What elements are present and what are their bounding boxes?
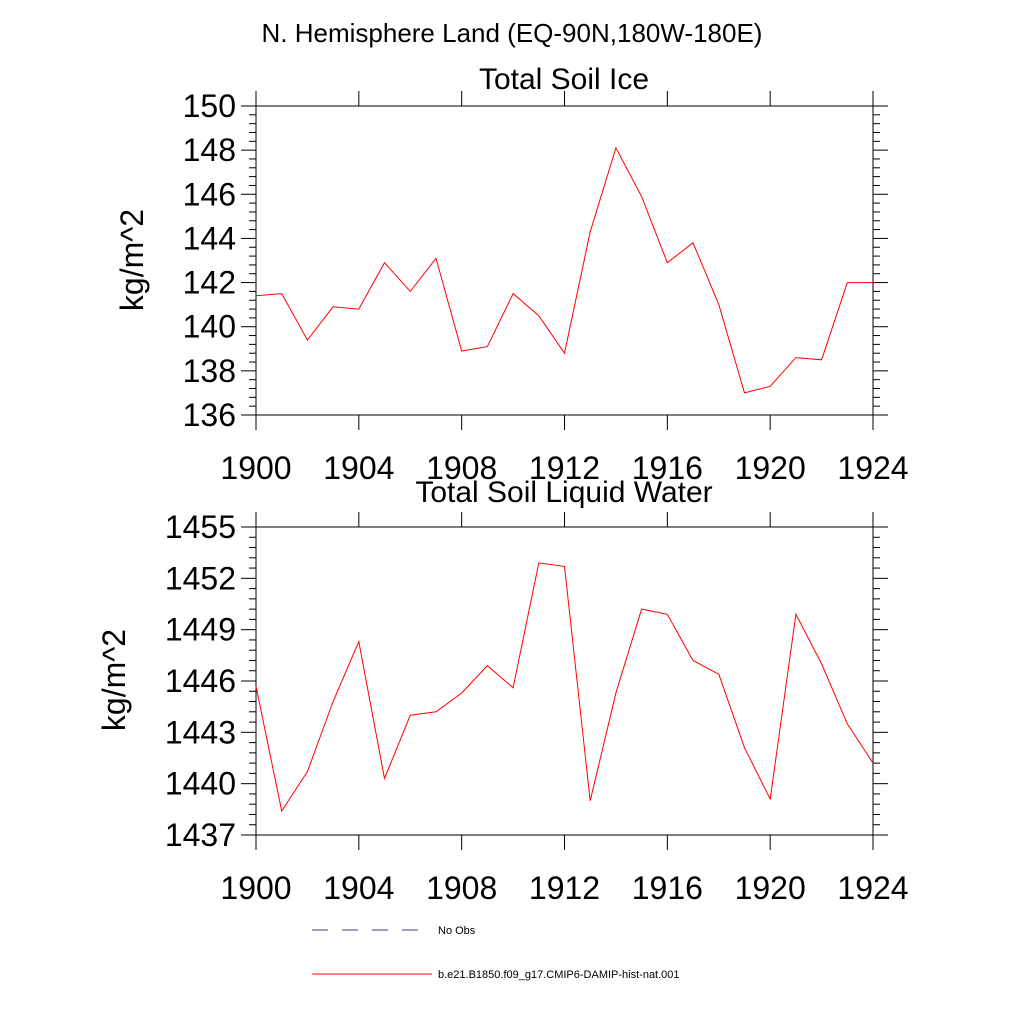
- x-tick-label: 1924: [837, 870, 908, 906]
- y-tick-label: 140: [183, 309, 236, 345]
- y-tick-label: 142: [183, 265, 236, 301]
- legend-label-model: b.e21.B1850.f09_g17.CMIP6-DAMIP-hist-nat…: [438, 969, 680, 981]
- x-tick-label: 1912: [529, 450, 600, 486]
- x-tick-label: 1920: [735, 450, 806, 486]
- panel-title: Total Soil Liquid Water: [415, 476, 712, 509]
- y-tick-label: 1449: [165, 612, 236, 648]
- legend: No Obs b.e21.B1850.f09_g17.CMIP6-DAMIP-h…: [312, 925, 680, 981]
- y-tick-label: 1452: [165, 560, 236, 596]
- x-tick-label: 1908: [426, 450, 497, 486]
- series-line: [255, 146, 873, 394]
- x-tick-label: 1900: [220, 450, 291, 486]
- y-tick-label: 1440: [165, 766, 236, 802]
- panel-total-soil-liquid-water: Total Soil Liquid Water kg/m^2 1437 1440 1…: [96, 476, 909, 906]
- x-tick-label: 1904: [323, 450, 394, 486]
- x-tick-label: 1916: [632, 450, 703, 486]
- series-line: [255, 562, 874, 813]
- y-tick-label: 1443: [165, 714, 236, 750]
- y-tick-label: 1437: [165, 817, 236, 853]
- x-tick-label: 1912: [529, 870, 600, 906]
- y-tick-label: 1446: [165, 663, 236, 699]
- region-title: N. Hemisphere Land (EQ-90N,180W-180E): [262, 18, 763, 48]
- plot-frame: [255, 526, 874, 836]
- y-tick-label: 138: [183, 353, 236, 389]
- panel-total-soil-ice: Total Soil Ice kg/m^2 136 138 140 142 144 146…: [114, 63, 909, 486]
- x-tick-label: 1900: [220, 870, 291, 906]
- plot-frame: [255, 105, 874, 416]
- y-tick-label: 146: [183, 176, 236, 212]
- panel-title: Total Soil Ice: [479, 63, 649, 96]
- y-tick-label: 150: [183, 88, 236, 124]
- y-tick-label: 148: [183, 132, 236, 168]
- y-tick-label: 1455: [165, 509, 236, 545]
- y-axis-label: kg/m^2: [96, 629, 132, 731]
- x-tick-label: 1924: [837, 450, 908, 486]
- x-tick-label: 1904: [323, 870, 394, 906]
- x-tick-label: 1908: [426, 870, 497, 906]
- x-tick-label: 1916: [632, 870, 703, 906]
- legend-label-no-obs: No Obs: [438, 925, 476, 937]
- x-tick-label: 1920: [735, 870, 806, 906]
- y-tick-label: 136: [183, 397, 236, 433]
- y-axis-label: kg/m^2: [114, 209, 150, 311]
- y-tick-label: 144: [183, 220, 236, 256]
